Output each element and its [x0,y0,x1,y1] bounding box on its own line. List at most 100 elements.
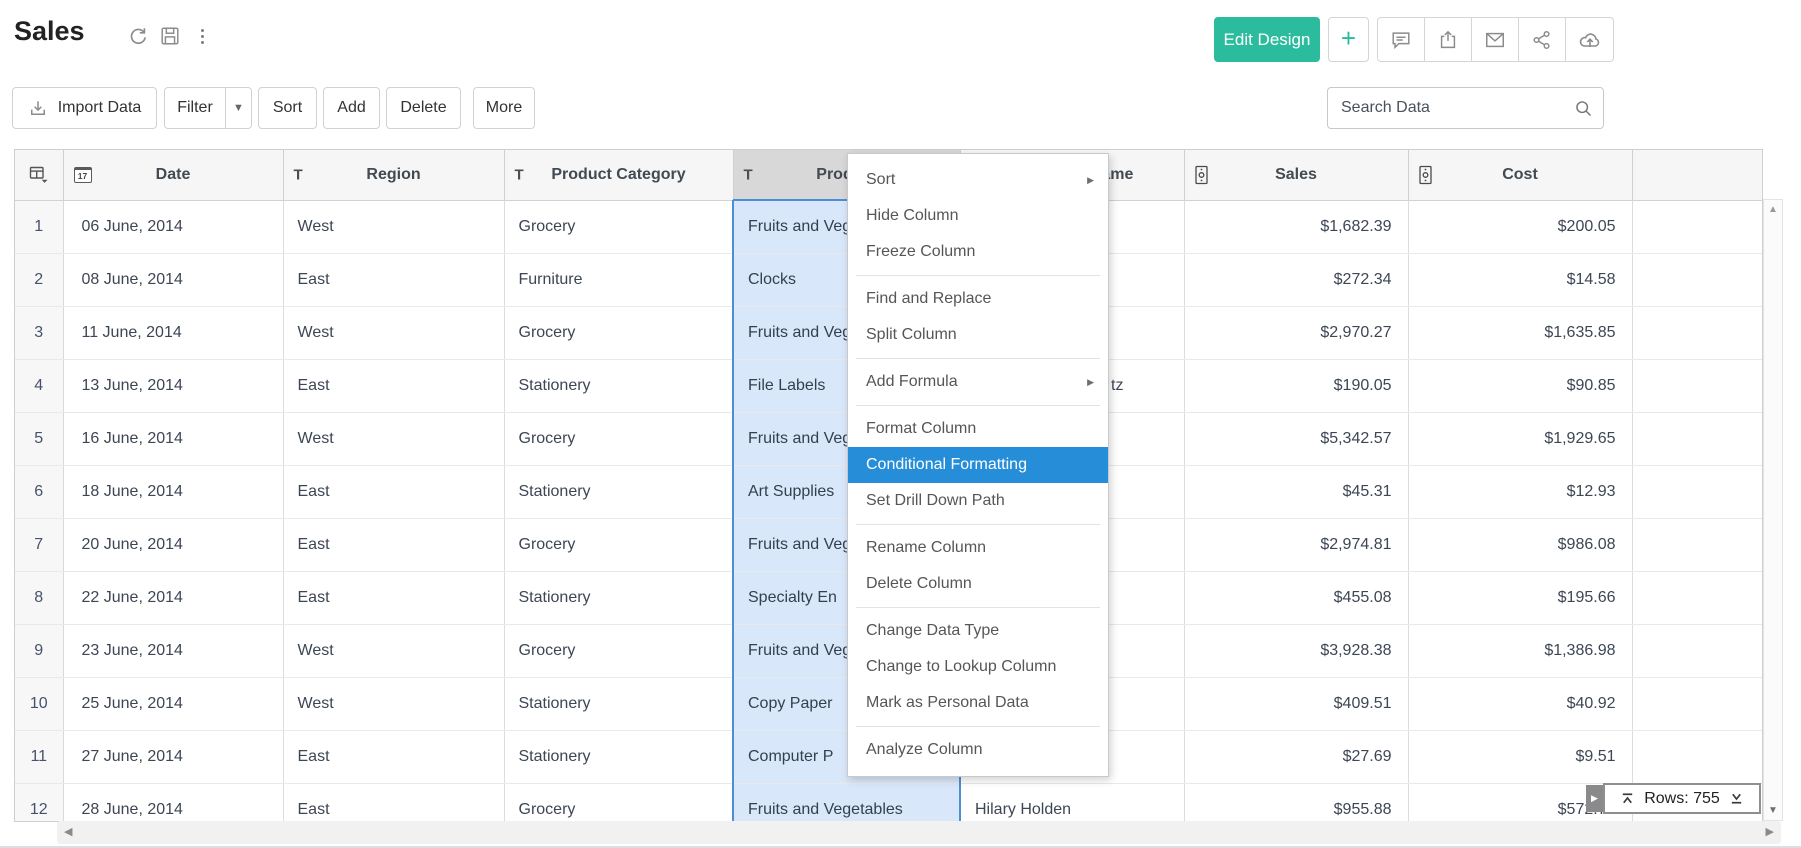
refresh-icon[interactable] [126,24,150,48]
kebab-menu-icon[interactable] [196,24,208,48]
empty-cell[interactable] [1632,253,1762,307]
menu-item-change-to-lookup-column[interactable]: Change to Lookup Column [848,649,1108,685]
vertical-scrollbar[interactable]: ▲ ▼ [1763,199,1783,821]
date-cell[interactable]: 16 June, 2014 [63,412,284,466]
date-cell[interactable]: 13 June, 2014 [63,359,284,413]
date-cell[interactable]: 11 June, 2014 [63,306,284,360]
sales-cell[interactable]: $1,682.39 [1184,200,1409,254]
sales-cell[interactable]: $5,342.57 [1184,412,1409,466]
row-number-cell[interactable]: 10 [15,677,64,731]
category-cell[interactable]: Grocery [504,624,734,678]
sales-cell[interactable]: $955.88 [1184,783,1409,821]
region-cell[interactable]: East [283,571,505,625]
category-cell[interactable]: Stationery [504,677,734,731]
region-cell[interactable]: West [283,624,505,678]
region-cell[interactable]: East [283,465,505,519]
cost-cell[interactable]: $14.58 [1408,253,1633,307]
region-cell[interactable]: East [283,518,505,572]
cost-cell[interactable]: $40.92 [1408,677,1633,731]
sales-cell[interactable]: $190.05 [1184,359,1409,413]
category-cell[interactable]: Grocery [504,306,734,360]
column-header-cost[interactable]: Cost [1408,150,1633,201]
empty-cell[interactable] [1632,359,1762,413]
menu-item-set-drill-down-path[interactable]: Set Drill Down Path [848,483,1108,519]
customer-name-cell[interactable]: Hilary Holden [960,783,1185,821]
menu-item-hide-column[interactable]: Hide Column [848,198,1108,234]
category-cell[interactable]: Grocery [504,783,734,821]
menu-item-mark-as-personal-data[interactable]: Mark as Personal Data [848,685,1108,721]
import-data-button[interactable]: Import Data [12,87,157,129]
empty-cell[interactable] [1632,677,1762,731]
region-cell[interactable]: East [283,783,505,821]
date-cell[interactable]: 06 June, 2014 [63,200,284,254]
menu-item-add-formula[interactable]: Add Formula ▶ [848,364,1108,400]
filter-button[interactable]: Filter [177,99,213,116]
cloud-upload-icon[interactable] [1566,18,1613,61]
menu-item-delete-column[interactable]: Delete Column [848,566,1108,602]
menu-item-analyze-column[interactable]: Analyze Column [848,732,1108,768]
sales-cell[interactable]: $2,970.27 [1184,306,1409,360]
empty-cell[interactable] [1632,306,1762,360]
add-button[interactable]: Add [323,87,380,129]
category-cell[interactable]: Stationery [504,359,734,413]
cost-cell[interactable]: $1,386.98 [1408,624,1633,678]
menu-item-conditional-formatting[interactable]: Conditional Formatting [848,447,1108,483]
menu-item-freeze-column[interactable]: Freeze Column [848,234,1108,270]
date-cell[interactable]: 20 June, 2014 [63,518,284,572]
cost-cell[interactable]: $1,929.65 [1408,412,1633,466]
empty-cell[interactable] [1632,200,1762,254]
cost-cell[interactable]: $986.08 [1408,518,1633,572]
category-cell[interactable]: Stationery [504,571,734,625]
go-to-bottom-icon[interactable] [1729,791,1744,806]
sales-cell[interactable]: $45.31 [1184,465,1409,519]
sort-button[interactable]: Sort [258,87,317,129]
region-cell[interactable]: West [283,677,505,731]
row-number-cell[interactable]: 5 [15,412,64,466]
more-button[interactable]: More [473,87,535,129]
column-header-region[interactable]: T Region [283,150,505,201]
cost-cell[interactable]: $12.93 [1408,465,1633,519]
empty-cell[interactable] [1632,518,1762,572]
row-number-cell[interactable]: 9 [15,624,64,678]
menu-item-sort[interactable]: Sort ▶ [848,162,1108,198]
region-cell[interactable]: West [283,412,505,466]
select-all-header[interactable] [15,150,64,201]
scroll-right-icon[interactable]: ▶ [1765,826,1774,838]
sales-cell[interactable]: $27.69 [1184,730,1409,784]
edit-design-button[interactable]: Edit Design [1214,17,1320,62]
row-number-cell[interactable]: 1 [15,200,64,254]
region-cell[interactable]: West [283,200,505,254]
category-cell[interactable]: Furniture [504,253,734,307]
comment-icon[interactable] [1378,18,1425,61]
sales-cell[interactable]: $272.34 [1184,253,1409,307]
cost-cell[interactable]: $195.66 [1408,571,1633,625]
row-number-cell[interactable]: 4 [15,359,64,413]
menu-item-rename-column[interactable]: Rename Column [848,530,1108,566]
column-header-date[interactable]: 17 Date [63,150,284,201]
date-cell[interactable]: 08 June, 2014 [63,253,284,307]
filter-dropdown-arrow-icon[interactable]: ▼ [225,88,251,128]
product-cell[interactable]: Fruits and Vegetables [732,783,961,821]
row-number-cell[interactable]: 11 [15,730,64,784]
column-header-sales[interactable]: Sales [1184,150,1409,201]
mail-icon[interactable] [1472,18,1519,61]
row-number-cell[interactable]: 8 [15,571,64,625]
empty-cell[interactable] [1632,571,1762,625]
cost-cell[interactable]: $90.85 [1408,359,1633,413]
region-cell[interactable]: West [283,306,505,360]
date-cell[interactable]: 25 June, 2014 [63,677,284,731]
share-icon[interactable] [1519,18,1566,61]
cost-cell[interactable]: $9.51 [1408,730,1633,784]
region-cell[interactable]: East [283,359,505,413]
empty-cell[interactable] [1632,730,1762,784]
empty-cell[interactable] [1632,412,1762,466]
row-number-cell[interactable]: 7 [15,518,64,572]
scroll-left-icon[interactable]: ◀ [64,826,73,838]
region-cell[interactable]: East [283,253,505,307]
date-cell[interactable]: 28 June, 2014 [63,783,284,821]
go-to-top-icon[interactable] [1620,791,1635,806]
region-cell[interactable]: East [283,730,505,784]
delete-button[interactable]: Delete [386,87,461,129]
date-cell[interactable]: 27 June, 2014 [63,730,284,784]
horizontal-scrollbar[interactable]: ◀ ▶ [57,821,1781,844]
